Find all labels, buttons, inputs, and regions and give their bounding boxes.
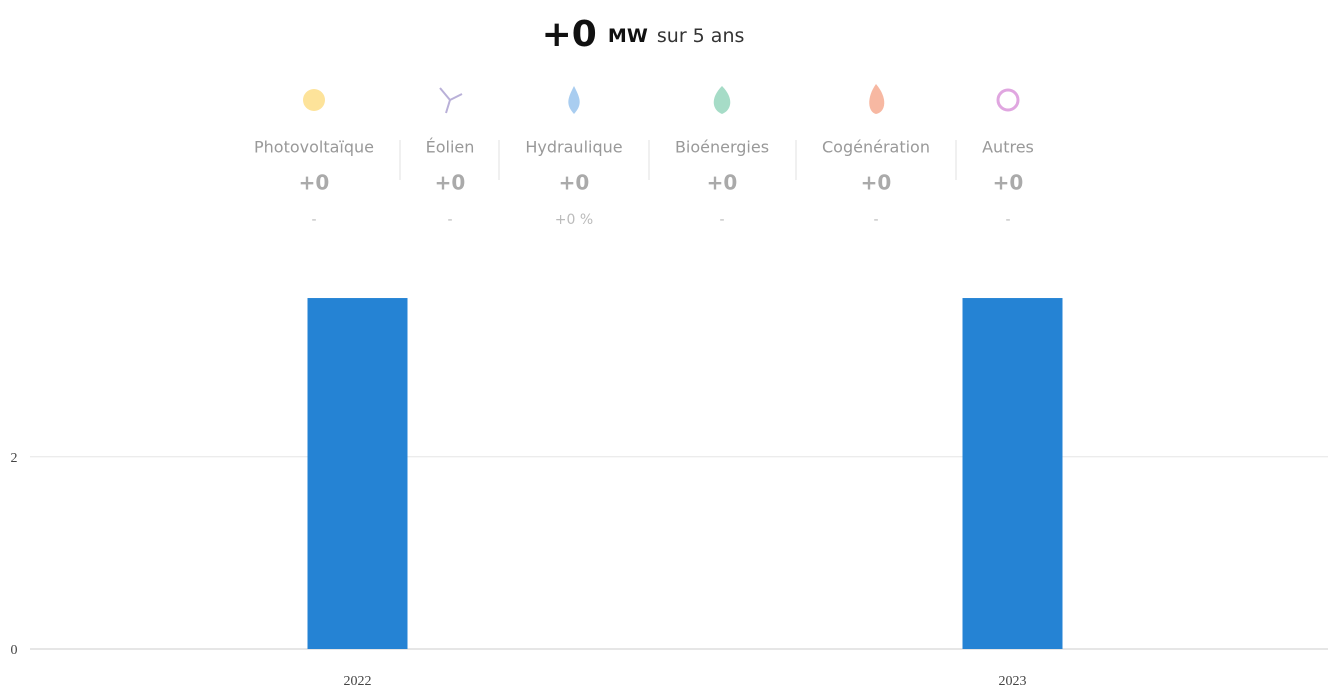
period: sur 5 ans (657, 25, 745, 47)
x-tick-label: 2022 (344, 674, 372, 689)
sector-name: Photovoltaïque (254, 138, 374, 157)
flame-icon (869, 84, 885, 114)
sector-value: +0 (707, 171, 738, 195)
separators (399, 140, 957, 180)
sun-icon (303, 89, 325, 111)
wind-icon (439, 87, 463, 114)
unit: MW (608, 25, 648, 47)
sector-name: Éolien (426, 138, 475, 157)
x-tick-label: 2023 (999, 674, 1027, 689)
sector-name: Autres (982, 138, 1034, 157)
sector-value: +0 (861, 171, 892, 195)
sector-change: - (719, 212, 724, 228)
leaf-icon (713, 86, 731, 114)
y-tick-label: 2 (11, 451, 18, 466)
sector-name: Bioénergies (675, 138, 769, 157)
sector-name: Cogénération (822, 138, 930, 157)
sector-value: +0 (993, 171, 1024, 195)
other-icon (996, 88, 1020, 112)
sector-change: - (873, 212, 878, 228)
sector-value: +0 (559, 171, 590, 195)
bar (962, 298, 1063, 649)
sector-name: Hydraulique (525, 138, 622, 157)
sector-change: +0 % (555, 212, 593, 228)
y-tick-label: 0 (11, 643, 18, 658)
water-icon (568, 86, 580, 114)
sector-change: - (311, 212, 316, 228)
sector-change: - (447, 212, 452, 228)
total: +0 (542, 14, 597, 55)
sector-value: +0 (435, 171, 466, 195)
bar (307, 298, 408, 649)
sector-value: +0 (299, 171, 330, 195)
headline: +0 MW sur 5 ans (542, 14, 745, 55)
icons (303, 84, 1020, 114)
sector-change: - (1005, 212, 1010, 228)
